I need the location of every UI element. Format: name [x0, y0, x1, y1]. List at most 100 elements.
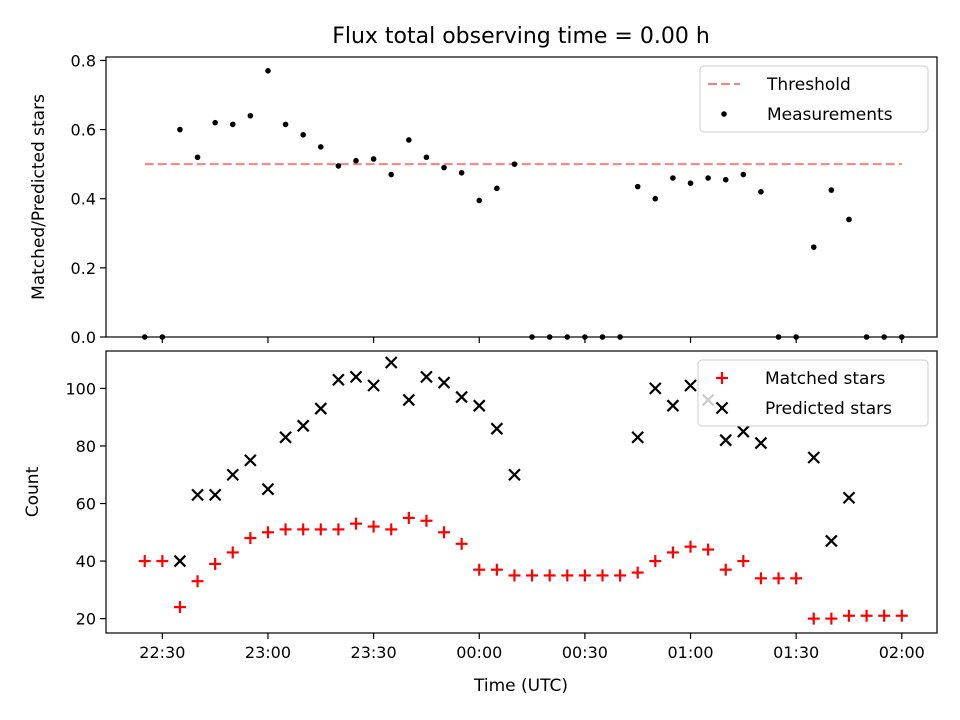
matched-point: [209, 557, 222, 570]
predicted-point-b: [420, 370, 433, 384]
predicted-point: [208, 488, 222, 502]
count-panel: 22:30 23:00 23:30 00:00 00:30 01:00 01:30 02:00…: [23, 350, 938, 662]
predicted-point-b: [208, 488, 222, 502]
y-tick-label: 0.4: [71, 190, 96, 209]
chart-title: Flux total observing time = 0.00 h: [332, 24, 710, 49]
measurement-point: [423, 154, 430, 161]
predicted-point: [384, 356, 398, 369]
measurement-point: [441, 164, 447, 171]
matched-point: [790, 572, 803, 585]
matched-point: [772, 572, 785, 585]
matched-point: [702, 543, 715, 556]
matched-point: [508, 569, 521, 582]
measurement-point: [177, 126, 183, 133]
x-tick-label: 23:00: [245, 643, 291, 662]
measurement-point: [722, 176, 729, 183]
y-tick-label: 80: [76, 437, 96, 456]
predicted-point: [420, 370, 433, 384]
measurement-point: [881, 334, 887, 340]
predicted-point: [279, 431, 292, 444]
measurement-point: [300, 131, 306, 138]
matched-point: [367, 520, 380, 533]
matched-point: [420, 514, 433, 527]
matched-point: [649, 555, 662, 568]
measurement-point: [846, 216, 852, 223]
predicted-point-b: [684, 379, 697, 392]
legend-label: Measurements: [767, 105, 893, 125]
predicted-point: [173, 554, 187, 568]
matched-point: [332, 523, 345, 536]
predicted-point-b: [737, 425, 750, 438]
series-measurements: [141, 68, 905, 340]
predicted-point-b: [367, 379, 380, 392]
x-tick-label: 02:00: [879, 643, 925, 662]
predicted-point: [666, 399, 680, 412]
matched-point: [490, 563, 503, 576]
predicted-point: [472, 399, 486, 412]
matched-point: [385, 523, 398, 536]
y-tick-label: 0.2: [71, 259, 96, 278]
matched-point: [614, 569, 627, 582]
matched-point: [156, 555, 169, 568]
measurement-point: [141, 334, 148, 340]
matched-point: [737, 555, 750, 568]
predicted-point: [244, 454, 257, 467]
predicted-point-b: [349, 370, 363, 384]
y-tick-label: 40: [76, 552, 96, 571]
predicted-point: [367, 379, 380, 392]
predicted-point-b: [332, 373, 345, 387]
matched-point: [244, 532, 257, 545]
legend: Threshold Measurements: [699, 65, 929, 133]
y-tick-label: 0.6: [71, 121, 96, 140]
predicted-point-b: [807, 451, 821, 464]
predicted-point-b: [649, 382, 662, 395]
legend-label: Matched stars: [765, 369, 885, 389]
legend-measurement-swatch: [721, 111, 727, 117]
matched-point: [543, 569, 556, 582]
predicted-point-b: [490, 422, 504, 435]
predicted-point: [296, 419, 310, 433]
predicted-point: [508, 468, 521, 482]
predicted-point: [684, 379, 697, 392]
legend-matched-swatch: [716, 372, 728, 384]
y-tick-label: 100: [65, 379, 96, 398]
legend: Matched stars Predicted stars: [697, 359, 929, 427]
matched-point: [314, 523, 327, 536]
predicted-point-b: [825, 534, 838, 548]
measurement-point: [582, 334, 588, 340]
measurement-point: [335, 163, 342, 169]
y-axis-label: Matched/Predicted stars: [29, 94, 49, 300]
matched-point: [226, 546, 239, 559]
measurement-point: [494, 185, 500, 192]
matched-point: [578, 569, 591, 582]
measurement-point: [810, 244, 817, 250]
measurement-point: [265, 68, 271, 74]
predicted-point: [631, 431, 644, 444]
measurement-point: [652, 195, 659, 202]
measurement-point: [705, 175, 711, 181]
predicted-point-b: [402, 393, 416, 407]
predicted-point-b: [226, 468, 240, 482]
predicted-point: [314, 402, 328, 415]
matched-point: [526, 569, 539, 582]
legend-predicted-swatch: [715, 401, 729, 415]
measurement-point: [406, 137, 412, 143]
predicted-point: [737, 425, 750, 438]
x-tick-label: 01:30: [773, 643, 819, 662]
matched-point: [438, 526, 451, 539]
legend-label: Threshold: [766, 75, 851, 95]
x-tick-label: 23:30: [351, 643, 397, 662]
matched-point: [596, 569, 609, 582]
predicted-point: [402, 393, 416, 407]
predicted-point-b: [296, 419, 310, 433]
predicted-point: [490, 422, 504, 435]
y-tick-label: 0.8: [71, 51, 96, 70]
measurement-point: [740, 171, 747, 178]
measurement-point: [828, 187, 835, 193]
matched-point: [825, 612, 838, 625]
predicted-point-b: [261, 482, 275, 496]
matched-point: [842, 609, 855, 622]
measurement-point: [229, 121, 236, 128]
predicted-point: [842, 491, 856, 505]
